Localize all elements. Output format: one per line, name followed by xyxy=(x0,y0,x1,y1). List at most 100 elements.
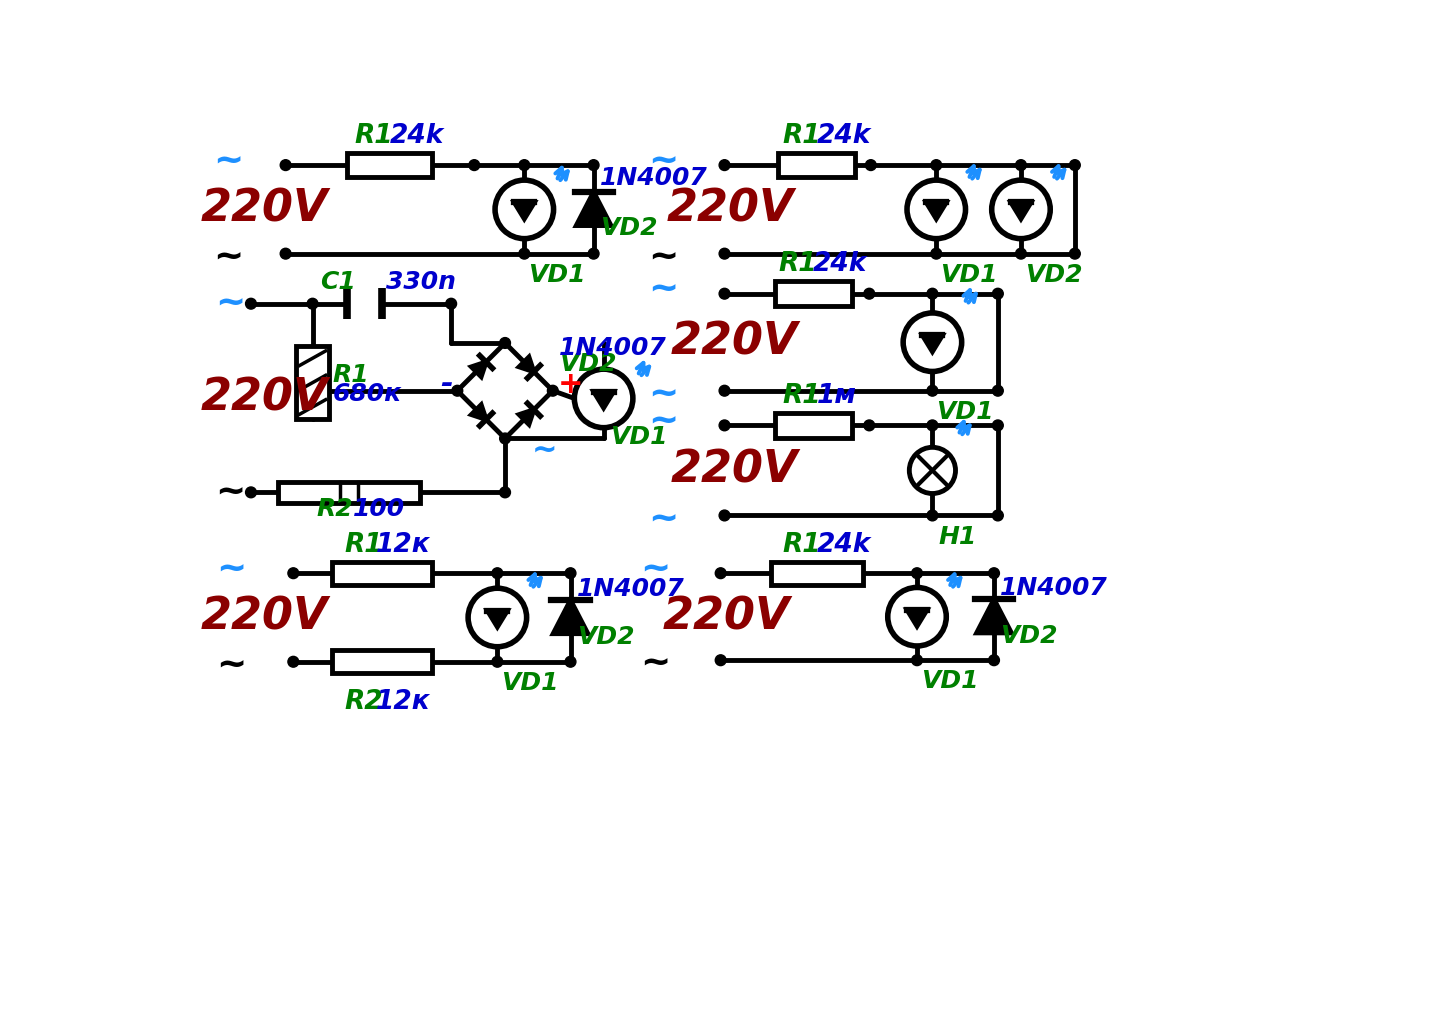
Polygon shape xyxy=(519,409,534,425)
Text: 680к: 680к xyxy=(333,383,402,406)
Circle shape xyxy=(927,386,938,396)
Circle shape xyxy=(499,487,511,498)
Circle shape xyxy=(992,510,1004,521)
Text: VD1: VD1 xyxy=(501,671,559,695)
Text: 220V: 220V xyxy=(663,595,790,638)
Text: ~: ~ xyxy=(647,377,678,411)
Circle shape xyxy=(453,386,463,396)
Text: VD2: VD2 xyxy=(559,352,617,375)
Bar xyxy=(332,562,432,585)
Text: R2: R2 xyxy=(317,497,354,522)
Text: 24k: 24k xyxy=(813,252,867,277)
Circle shape xyxy=(992,386,1004,396)
Polygon shape xyxy=(922,336,943,352)
Circle shape xyxy=(992,420,1004,431)
Text: VD1: VD1 xyxy=(940,263,998,286)
Circle shape xyxy=(588,249,599,259)
Circle shape xyxy=(864,288,874,299)
Circle shape xyxy=(988,568,1000,579)
Circle shape xyxy=(575,369,633,428)
Text: VD2: VD2 xyxy=(576,625,634,650)
Text: 12к: 12к xyxy=(375,533,431,559)
Polygon shape xyxy=(519,357,534,371)
Text: ~: ~ xyxy=(647,502,678,536)
Circle shape xyxy=(565,568,576,579)
Text: 220V: 220V xyxy=(201,596,329,639)
Text: ~: ~ xyxy=(215,286,246,320)
Text: R1: R1 xyxy=(783,383,821,409)
Polygon shape xyxy=(471,362,486,376)
Text: ~: ~ xyxy=(647,144,678,178)
Circle shape xyxy=(246,487,256,498)
Text: VD1: VD1 xyxy=(936,400,994,424)
Circle shape xyxy=(927,510,938,521)
Circle shape xyxy=(565,657,576,667)
Bar xyxy=(297,346,329,419)
Polygon shape xyxy=(976,599,1011,633)
Circle shape xyxy=(281,249,291,259)
Circle shape xyxy=(864,420,874,431)
Text: VD1: VD1 xyxy=(921,669,978,694)
Text: 1N4007: 1N4007 xyxy=(599,166,707,190)
Bar xyxy=(332,651,432,673)
Text: ~: ~ xyxy=(215,476,246,509)
Circle shape xyxy=(716,655,726,666)
Text: VD2: VD2 xyxy=(1000,624,1058,649)
Text: VD1: VD1 xyxy=(528,263,586,286)
Circle shape xyxy=(445,299,457,309)
Text: +: + xyxy=(557,370,583,399)
Bar xyxy=(778,152,856,177)
Text: VD2: VD2 xyxy=(1024,263,1083,286)
Text: ~: ~ xyxy=(647,273,678,307)
Text: 220V: 220V xyxy=(201,188,329,231)
Circle shape xyxy=(719,160,730,171)
Circle shape xyxy=(307,299,319,309)
Text: R1: R1 xyxy=(783,123,821,149)
Circle shape xyxy=(719,249,730,259)
Circle shape xyxy=(288,568,298,579)
Text: ~: ~ xyxy=(217,649,247,682)
Circle shape xyxy=(492,657,503,667)
Circle shape xyxy=(469,588,527,647)
Circle shape xyxy=(288,657,298,667)
Polygon shape xyxy=(553,601,588,633)
Text: R2: R2 xyxy=(345,690,384,715)
Text: ~: ~ xyxy=(640,552,671,586)
Text: ~: ~ xyxy=(640,648,671,681)
Circle shape xyxy=(246,299,256,309)
Circle shape xyxy=(866,160,876,171)
Text: 1N4007: 1N4007 xyxy=(559,337,666,360)
Bar xyxy=(774,413,851,438)
Text: 220V: 220V xyxy=(671,449,799,492)
Text: 1N4007: 1N4007 xyxy=(576,577,684,601)
Circle shape xyxy=(499,338,511,349)
Polygon shape xyxy=(927,203,946,219)
Circle shape xyxy=(1069,160,1080,171)
Text: ~: ~ xyxy=(212,144,243,178)
Circle shape xyxy=(888,587,946,646)
Text: H1: H1 xyxy=(938,525,976,548)
Text: 24k: 24k xyxy=(816,123,872,149)
Text: 220V: 220V xyxy=(201,376,329,419)
Circle shape xyxy=(988,655,1000,666)
Text: 1м: 1м xyxy=(816,383,857,409)
Polygon shape xyxy=(576,192,611,225)
Circle shape xyxy=(495,180,553,238)
Polygon shape xyxy=(906,610,927,626)
Circle shape xyxy=(499,433,511,444)
Circle shape xyxy=(719,386,730,396)
Text: R1: R1 xyxy=(778,252,818,277)
Text: 330n: 330n xyxy=(386,270,455,295)
Text: VD1: VD1 xyxy=(610,425,668,449)
Circle shape xyxy=(719,420,730,431)
Polygon shape xyxy=(487,611,508,627)
Circle shape xyxy=(904,313,962,371)
Text: 220V: 220V xyxy=(671,320,799,364)
Text: 1N4007: 1N4007 xyxy=(1000,576,1107,599)
Circle shape xyxy=(547,386,559,396)
Text: R1: R1 xyxy=(333,363,370,387)
Circle shape xyxy=(931,160,941,171)
Circle shape xyxy=(716,568,726,579)
Bar xyxy=(348,152,432,177)
Text: ~: ~ xyxy=(217,552,247,586)
